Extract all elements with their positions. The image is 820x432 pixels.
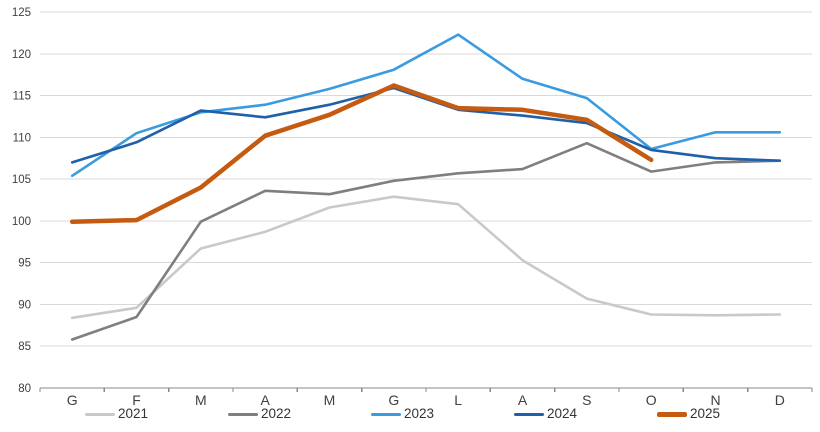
legend-label-2024: 2024 — [546, 406, 577, 422]
legend-item-2025: 2025 — [656, 406, 720, 422]
legend-label-2022: 2022 — [260, 406, 292, 422]
legend-swatch-2021 — [85, 412, 115, 416]
legend-label-2021: 2021 — [118, 406, 149, 422]
y-axis-label: 125 — [12, 7, 31, 19]
legend-item-2024: 2024 — [513, 406, 577, 422]
x-axis-label: G — [388, 392, 399, 408]
legend-swatch-2023 — [370, 412, 401, 416]
legend-label-2023: 2023 — [403, 406, 435, 422]
y-axis-label: 110 — [13, 132, 31, 144]
x-axis-label: M — [324, 392, 336, 408]
y-axis-label: 80 — [18, 383, 31, 395]
x-axis-label: G — [67, 392, 78, 408]
y-axis-label: 115 — [13, 91, 31, 103]
y-axis-label: 105 — [12, 174, 31, 186]
x-axis-label: F — [132, 392, 141, 408]
x-axis-label: A — [518, 392, 528, 408]
series-line-2023 — [70, 33, 782, 178]
x-axis-label: O — [646, 392, 657, 408]
y-axis-label: 100 — [12, 216, 31, 228]
legend-item-2021: 2021 — [85, 407, 148, 421]
y-axis-label: 85 — [18, 341, 31, 353]
series-line-2021 — [70, 195, 782, 320]
x-axis-label: D — [775, 392, 785, 408]
x-axis-label: N — [710, 392, 720, 408]
legend-item-2022: 2022 — [227, 406, 292, 422]
y-axis-label: 90 — [18, 299, 31, 311]
legend-label-2025: 2025 — [689, 406, 720, 422]
y-axis-label: 120 — [12, 49, 31, 61]
legend-swatch-2022 — [227, 412, 258, 416]
legend-item-2023: 2023 — [370, 406, 435, 422]
legend-swatch-2024 — [513, 412, 544, 416]
x-axis-label: L — [454, 392, 462, 408]
x-axis-label: S — [582, 392, 591, 408]
x-axis-label: M — [195, 392, 207, 408]
legend-swatch-2025 — [656, 411, 687, 417]
series-line-2025 — [69, 83, 654, 224]
chart-legend: 2021 2022 2023 2024 2025 — [85, 403, 720, 425]
y-axis-label: 95 — [18, 258, 31, 270]
series-line-2022 — [70, 141, 782, 341]
x-axis-label: A — [260, 392, 270, 408]
